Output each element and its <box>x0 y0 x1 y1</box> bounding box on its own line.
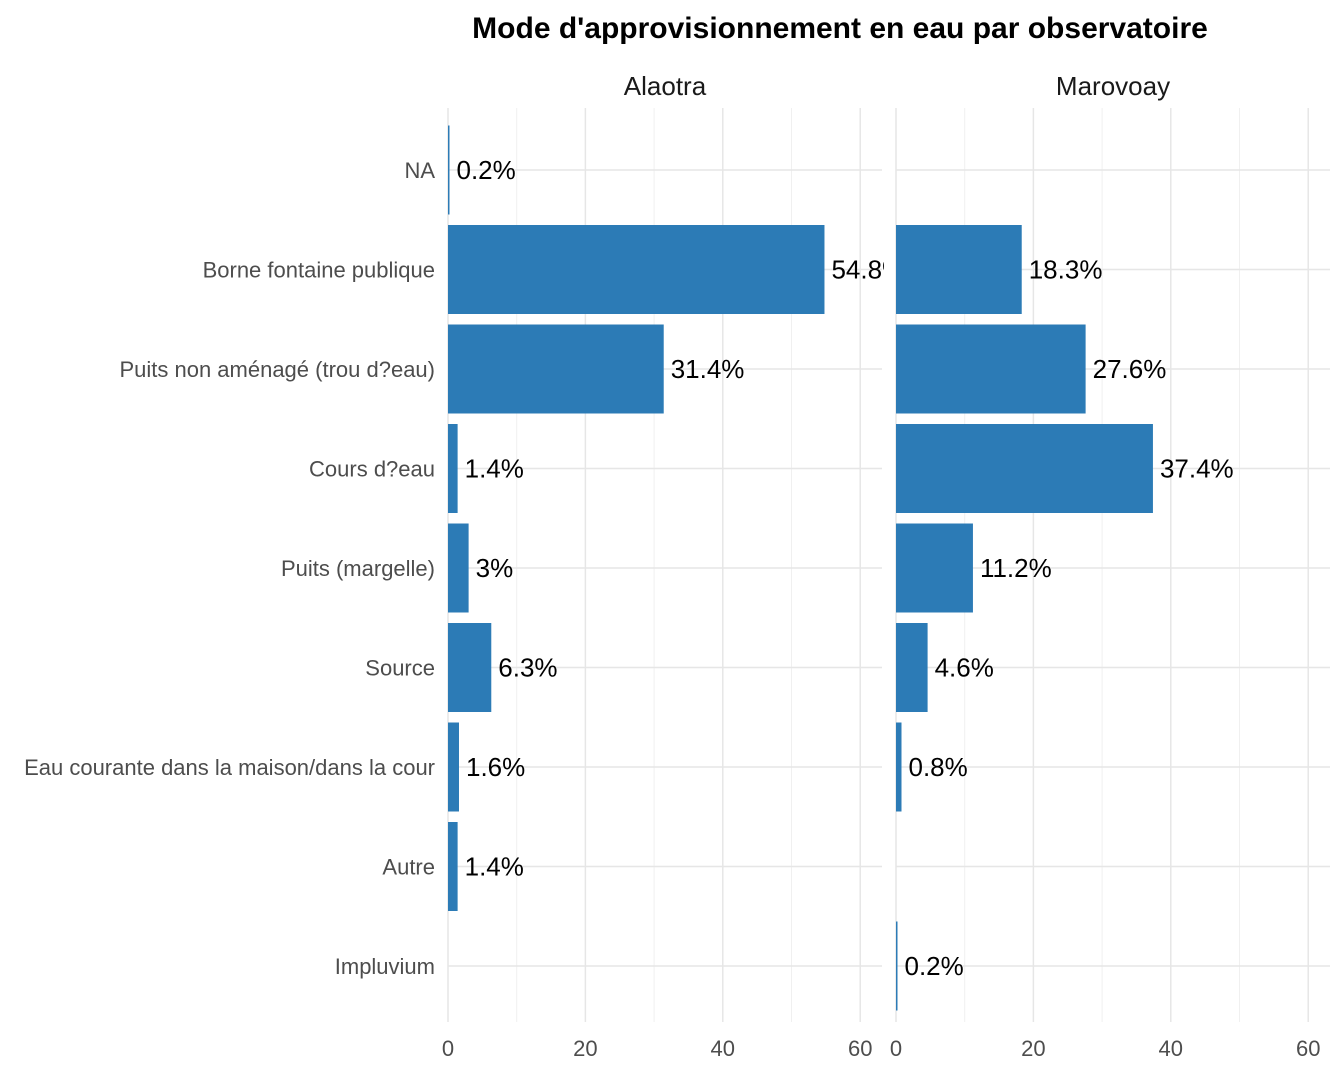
bar <box>896 324 1086 414</box>
y-tick-label: Cours d?eau <box>309 457 435 482</box>
bar <box>896 623 928 712</box>
bar-value-label: 1.4% <box>465 852 524 882</box>
facet-label: Alaotra <box>624 71 707 101</box>
bar <box>896 225 1022 314</box>
x-tick-label: 60 <box>1296 1036 1320 1061</box>
bar-value-label: 37.4% <box>1160 454 1234 484</box>
bar-value-label: 54.8% <box>831 255 905 285</box>
bar-value-label: 1.4% <box>465 454 524 484</box>
bar-value-label: 11.2% <box>980 553 1052 583</box>
bar <box>448 623 492 712</box>
x-tick-label: 20 <box>573 1036 597 1061</box>
x-tick-label: 40 <box>1159 1036 1183 1061</box>
bar <box>448 523 469 613</box>
bar-value-label: 0.2% <box>457 155 516 185</box>
y-tick-label: Source <box>365 656 435 681</box>
bar-value-label: 0.2% <box>905 951 964 981</box>
x-tick-label: 20 <box>1021 1036 1045 1061</box>
x-tick-label: 40 <box>711 1036 735 1061</box>
bar-value-label: 4.6% <box>935 653 994 683</box>
facet-label: Marovoay <box>1056 71 1170 101</box>
bar-value-label: 3% <box>476 553 514 583</box>
y-tick-label: Autre <box>382 855 435 880</box>
bar-value-label: 18.3% <box>1029 255 1103 285</box>
y-tick-label: Puits (margelle) <box>281 556 435 581</box>
bar <box>448 424 458 513</box>
bar <box>448 822 458 911</box>
bar-value-label: 0.8% <box>908 752 967 782</box>
bar-value-label: 27.6% <box>1093 354 1167 384</box>
bar <box>448 324 664 414</box>
y-tick-label: Impluvium <box>335 954 435 979</box>
bar <box>448 722 459 812</box>
x-tick-label: 0 <box>890 1036 902 1061</box>
bar <box>448 225 825 314</box>
bar <box>896 722 902 812</box>
bar <box>896 523 973 613</box>
bar <box>896 921 898 1011</box>
x-tick-label: 0 <box>442 1036 454 1061</box>
x-tick-label: 60 <box>848 1036 872 1061</box>
bar-value-label: 31.4% <box>671 354 745 384</box>
bar <box>896 424 1153 513</box>
chart-title: Mode d'approvisionnement en eau par obse… <box>472 12 1208 45</box>
y-tick-label: Eau courante dans la maison/dans la cour <box>24 755 435 780</box>
bar <box>448 125 450 215</box>
y-tick-label: Borne fontaine publique <box>203 258 435 283</box>
y-tick-label: NA <box>404 158 435 183</box>
bar-value-label: 6.3% <box>498 653 557 683</box>
bar-value-label: 1.6% <box>466 752 525 782</box>
y-tick-label: Puits non aménagé (trou d?eau) <box>119 357 435 382</box>
